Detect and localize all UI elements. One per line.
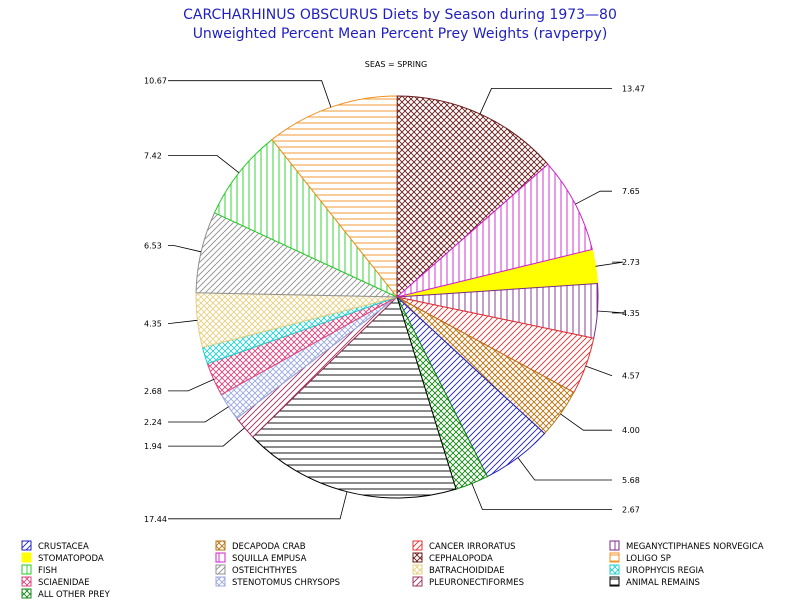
value-label-fish: 7.42 <box>144 151 162 160</box>
leader-crustacea <box>517 457 612 481</box>
legend-label-urophycis-regia: UROPHYCIS REGIA <box>626 566 704 576</box>
legend-swatch-stomatopoda <box>21 552 32 563</box>
legend-label-decapoda-crab: DECAPODA CRAB <box>232 542 306 552</box>
legend-swatch-cancer-irroratus <box>412 540 423 551</box>
leader-cancer-irroratus <box>585 365 613 377</box>
legend-label-fish: FISH <box>38 566 57 576</box>
value-label-animal-remains: 17.44 <box>144 515 167 524</box>
legend-label-meganyctiphanes-norvegica: MEGANYCTIPHANES NORVEGICA <box>626 542 764 552</box>
legend-item-crustacea: CRUSTACEA <box>21 540 89 552</box>
legend-label-osteichthyes: OSTEICHTHYES <box>232 566 297 576</box>
legend-swatch-all-other-prey <box>21 588 32 599</box>
legend-swatch-sciaenidae <box>21 576 32 587</box>
leader-stenotomus-chrysops <box>168 406 229 423</box>
leader-sciaenidae <box>168 379 214 392</box>
slice-cephalopoda <box>396 95 549 299</box>
legend-item-cephalopoda: CEPHALOPODA <box>412 552 493 564</box>
legend-swatch-stenotomus-chrysops <box>215 576 226 587</box>
slice-value-labels: 2.73 4.35 4.57 4.00 5.68 2.67 17.44 1.94 2.24 2.6… <box>144 77 645 524</box>
legend-label-squilla-empusa: SQUILLA EMPUSA <box>232 554 307 564</box>
legend-item-batrachoididae: BATRACHOIDIDAE <box>412 564 505 576</box>
legend-item-urophycis-regia: UROPHYCIS REGIA <box>609 564 704 576</box>
legend-swatch-loligo-sp <box>609 552 620 563</box>
legend-item-squilla-empusa: SQUILLA EMPUSA <box>215 552 307 564</box>
legend-item-stenotomus-chrysops: STENOTOMUS CHRYSOPS <box>215 576 340 588</box>
leader-animal-remains <box>168 491 348 520</box>
legend-item-osteichthyes: OSTEICHTHYES <box>215 564 297 576</box>
legend-swatch-fish <box>21 564 32 575</box>
legend-swatch-animal-remains <box>609 576 620 587</box>
legend-item-animal-remains: ANIMAL REMAINS <box>609 576 700 588</box>
value-label-meganyctiphanes-norvegica: 4.35 <box>622 309 640 318</box>
chart-subtitle: Unweighted Percent Mean Percent Prey Wei… <box>193 26 608 42</box>
legend-item-cancer-irroratus: CANCER IRRORATUS <box>412 540 516 552</box>
legend-label-crustacea: CRUSTACEA <box>38 542 89 552</box>
legend-label-all-other-prey: ALL OTHER PREY <box>38 590 111 600</box>
value-label-stomatopoda: 2.73 <box>622 258 640 267</box>
value-label-loligo-sp: 10.67 <box>144 77 167 86</box>
legend-swatch-cephalopoda <box>412 552 423 563</box>
legend-swatch-decapoda-crab <box>215 540 226 551</box>
value-label-sciaenidae: 2.68 <box>144 387 162 396</box>
legend-item-decapoda-crab: DECAPODA CRAB <box>215 540 306 552</box>
legend-swatch-meganyctiphanes-norvegica <box>609 540 620 551</box>
legend-label-cancer-irroratus: CANCER IRRORATUS <box>429 542 516 552</box>
legend-label-animal-remains: ANIMAL REMAINS <box>626 578 700 588</box>
legend-item-fish: FISH <box>21 564 57 576</box>
legend-label-pleuronectiformes: PLEURONECTIFORMES <box>429 578 524 588</box>
slice-squilla-empusa <box>396 163 593 298</box>
value-label-all-other-prey: 2.67 <box>622 505 640 514</box>
leader-batrachoididae <box>168 319 198 324</box>
value-label-stenotomus-chrysops: 2.24 <box>144 418 162 427</box>
value-label-osteichthyes: 6.53 <box>144 242 162 251</box>
leader-pleuronectiformes <box>168 427 245 447</box>
legend-label-stomatopoda: STOMATOPODA <box>38 554 104 564</box>
slice-leader-lines <box>168 80 626 520</box>
leader-meganyctiphanes-norvegica <box>597 310 626 314</box>
value-label-crustacea: 5.68 <box>622 476 640 485</box>
leader-osteichthyes <box>168 245 202 253</box>
value-label-cephalopoda: 13.47 <box>622 84 645 93</box>
legend-swatch-batrachoididae <box>412 564 423 575</box>
pie-slices <box>195 95 599 499</box>
legend-item-loligo-sp: LOLIGO SP <box>609 552 671 564</box>
panel-label: SEAS = SPRING <box>365 60 427 69</box>
legend-swatch-crustacea <box>21 540 32 551</box>
legend-item-meganyctiphanes-norvegica: MEGANYCTIPHANES NORVEGICA <box>609 540 764 552</box>
legend-item-sciaenidae: SCIAENIDAE <box>21 576 89 588</box>
leader-fish <box>168 155 240 174</box>
leader-cephalopoda <box>479 88 612 115</box>
value-label-cancer-irroratus: 4.57 <box>622 372 640 381</box>
value-label-pleuronectiformes: 1.94 <box>144 442 162 451</box>
legend-item-pleuronectiformes: PLEURONECTIFORMES <box>412 576 524 588</box>
chart-title: CARCHARHINUS OBSCURUS Diets by Season du… <box>183 7 617 23</box>
legend-label-cephalopoda: CEPHALOPODA <box>429 554 493 564</box>
legend-swatch-squilla-empusa <box>215 552 226 563</box>
legend-swatch-osteichthyes <box>215 564 226 575</box>
leader-all-other-prey <box>471 483 612 510</box>
legend-item-all-other-prey: ALL OTHER PREY <box>21 588 111 600</box>
legend-item-stomatopoda: STOMATOPODA <box>21 552 104 564</box>
legend-swatch-pleuronectiformes <box>412 576 423 587</box>
slice-animal-remains <box>252 296 457 499</box>
value-label-squilla-empusa: 7.65 <box>622 187 640 196</box>
legend-label-sciaenidae: SCIAENIDAE <box>38 578 89 588</box>
legend: CRUSTACEA DECAPODA CRAB CANCER IRRORATUS ME… <box>21 540 764 600</box>
leader-loligo-sp <box>168 80 332 108</box>
legend-label-loligo-sp: LOLIGO SP <box>626 554 671 564</box>
leader-stomatopoda <box>595 261 624 267</box>
legend-swatch-urophycis-regia <box>609 564 620 575</box>
leader-decapoda-crab <box>560 413 612 431</box>
leader-squilla-empusa <box>575 190 612 205</box>
legend-label-batrachoididae: BATRACHOIDIDAE <box>429 566 505 576</box>
legend-label-stenotomus-chrysops: STENOTOMUS CHRYSOPS <box>232 578 340 588</box>
value-label-decapoda-crab: 4.00 <box>622 426 640 435</box>
value-label-batrachoididae: 4.35 <box>144 319 162 328</box>
